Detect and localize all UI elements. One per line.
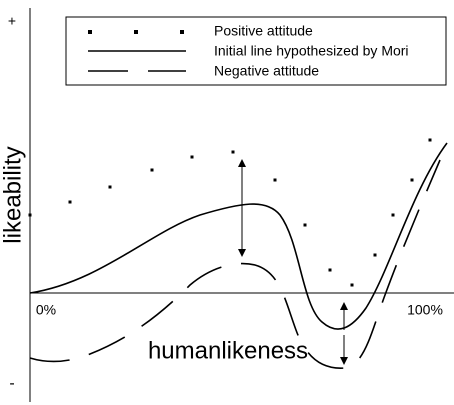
mori-curve: [29, 142, 448, 330]
legend-label: Negative attitude: [214, 63, 319, 79]
positive-dots: [28, 138, 432, 287]
x-end-label: 100%: [407, 302, 443, 318]
x-start-label: 0%: [36, 302, 56, 318]
y-min-label: -: [9, 375, 14, 392]
y-axis-title: likeability: [0, 146, 26, 243]
legend-label: Initial line hypothesized by Mori: [214, 43, 409, 59]
negative-curve: [29, 159, 441, 369]
y-max-label: +: [8, 13, 16, 29]
x-axis-title: humanlikeness: [148, 337, 308, 364]
legend-label: Positive attitude: [214, 23, 313, 39]
legend-dots: [88, 30, 184, 34]
